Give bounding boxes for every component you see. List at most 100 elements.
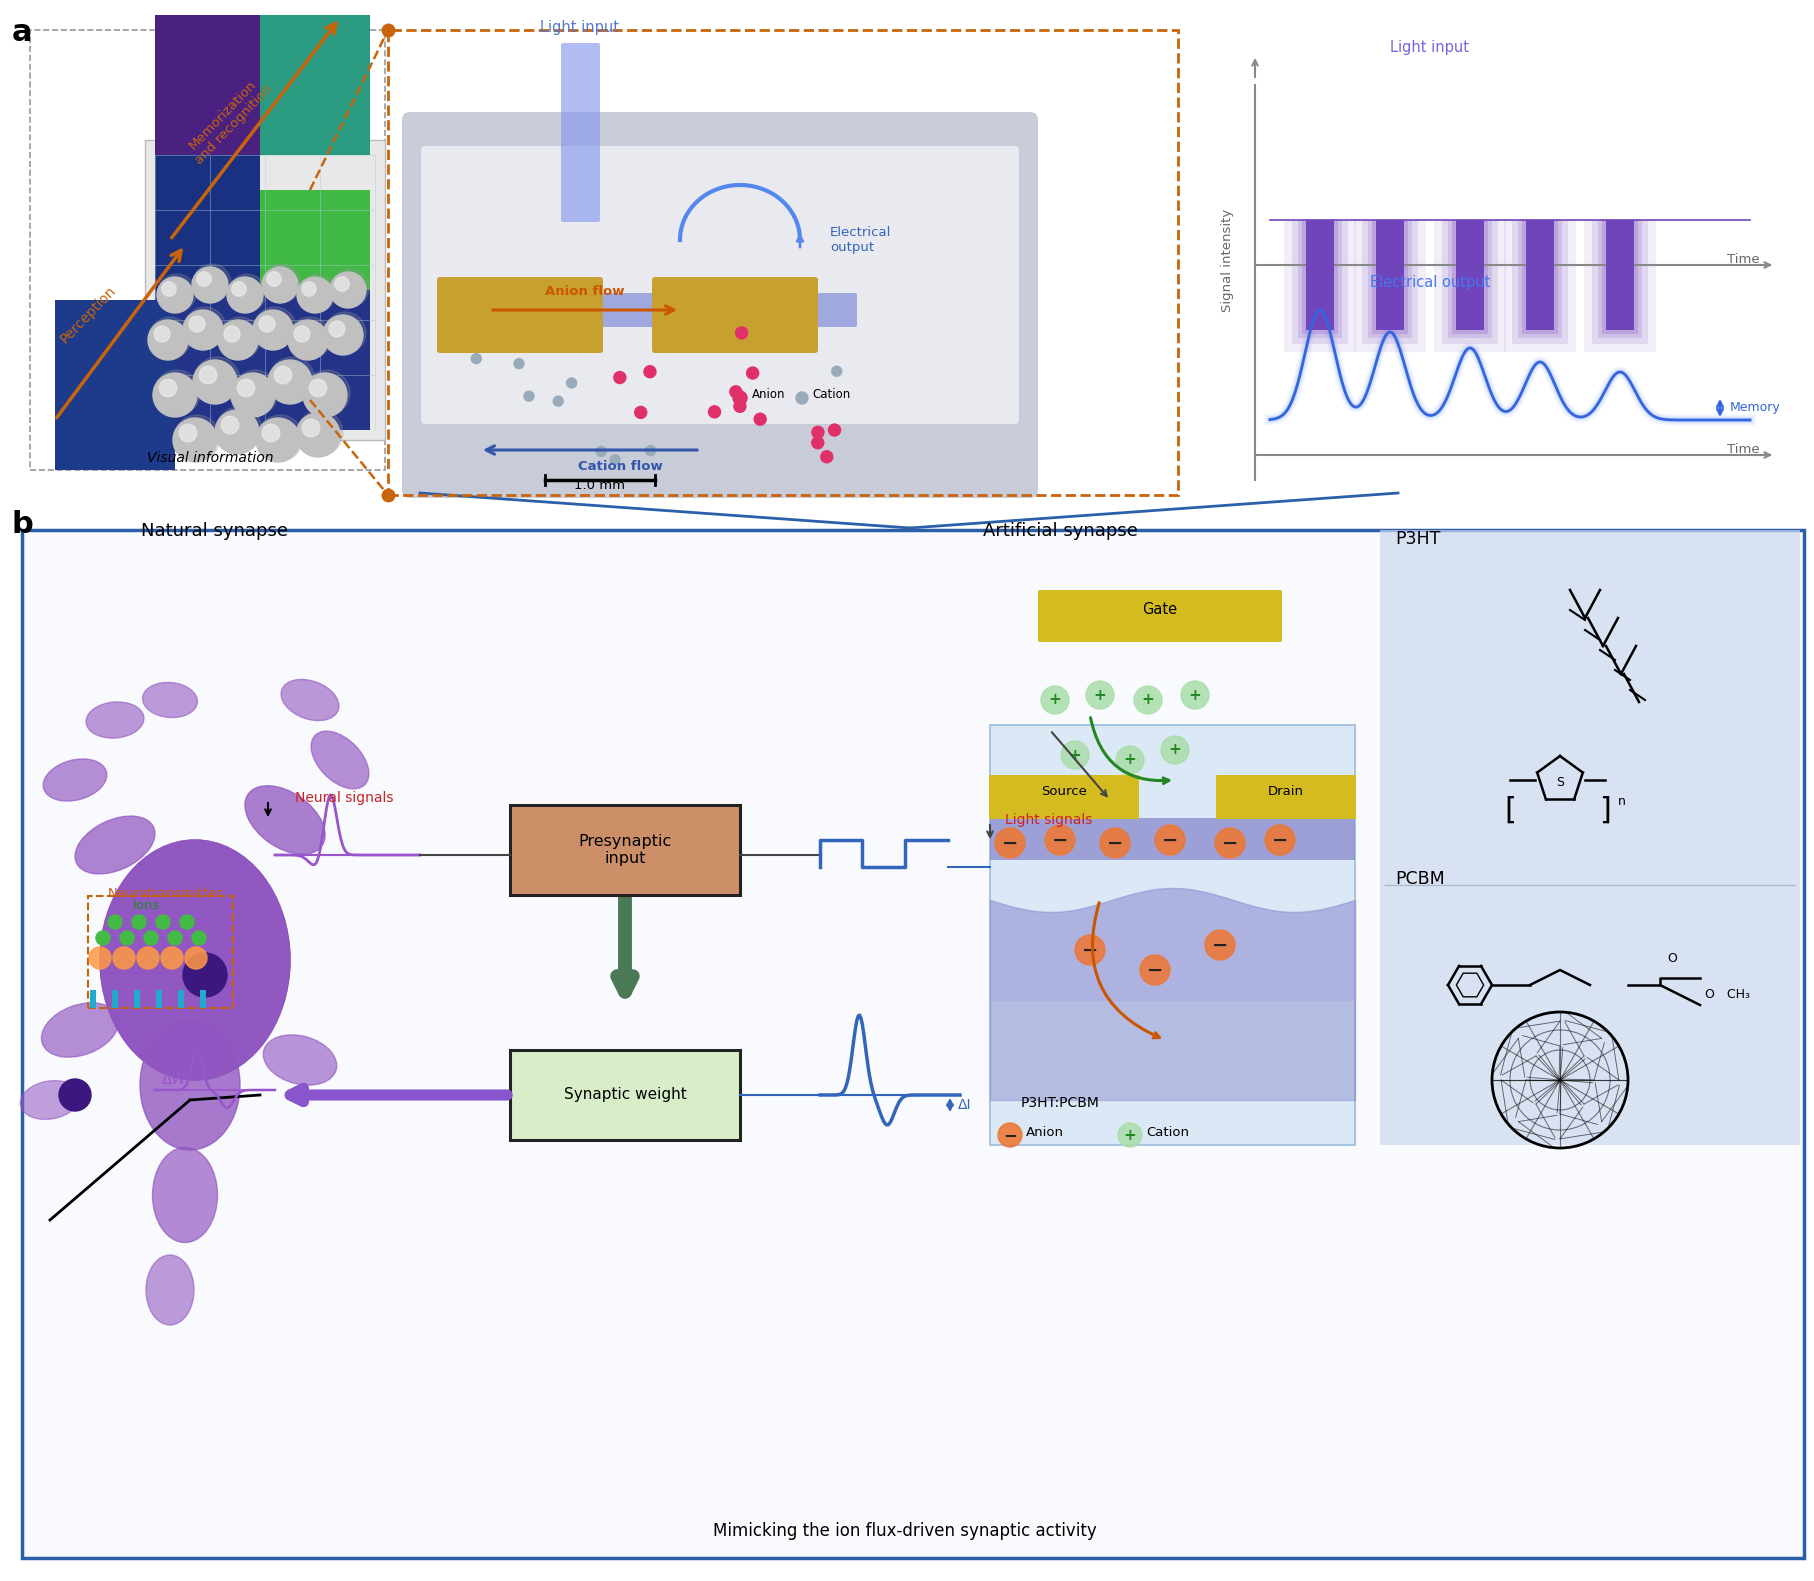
Circle shape xyxy=(1139,955,1170,985)
Text: Light input: Light input xyxy=(541,21,619,35)
Text: a: a xyxy=(13,17,33,47)
Bar xyxy=(1440,220,1497,345)
Ellipse shape xyxy=(192,267,229,304)
Ellipse shape xyxy=(218,319,258,360)
Text: Cation flow: Cation flow xyxy=(577,460,662,473)
Circle shape xyxy=(472,354,481,364)
Ellipse shape xyxy=(183,307,227,349)
Ellipse shape xyxy=(301,281,316,296)
Circle shape xyxy=(143,931,158,945)
Ellipse shape xyxy=(192,264,230,302)
Text: +: + xyxy=(1141,692,1154,708)
Ellipse shape xyxy=(232,370,278,416)
Ellipse shape xyxy=(261,424,279,441)
Ellipse shape xyxy=(194,357,239,403)
FancyBboxPatch shape xyxy=(454,292,856,327)
Text: Electrical output: Electrical output xyxy=(1370,275,1489,289)
Ellipse shape xyxy=(149,318,190,359)
Text: +: + xyxy=(1068,748,1081,762)
FancyBboxPatch shape xyxy=(437,277,602,353)
Circle shape xyxy=(829,424,840,436)
Bar xyxy=(989,726,1355,1145)
Circle shape xyxy=(1161,737,1188,764)
Text: Visual information: Visual information xyxy=(147,451,274,465)
Circle shape xyxy=(109,915,122,930)
Bar xyxy=(989,726,1355,1145)
Ellipse shape xyxy=(140,1020,239,1149)
FancyBboxPatch shape xyxy=(510,805,740,895)
Text: Cation: Cation xyxy=(811,389,849,402)
Ellipse shape xyxy=(268,357,316,403)
Ellipse shape xyxy=(158,277,192,313)
Text: Perception: Perception xyxy=(58,283,118,346)
Circle shape xyxy=(646,446,655,455)
Circle shape xyxy=(1181,681,1208,708)
Text: +: + xyxy=(1123,1127,1136,1143)
Ellipse shape xyxy=(294,326,310,341)
Bar xyxy=(112,990,118,1009)
Bar xyxy=(1433,220,1506,353)
Bar xyxy=(1602,220,1636,334)
Bar xyxy=(1448,220,1491,338)
Ellipse shape xyxy=(219,318,261,359)
Circle shape xyxy=(89,947,111,969)
Circle shape xyxy=(1041,686,1068,715)
Ellipse shape xyxy=(308,379,327,397)
Text: Synaptic weight: Synaptic weight xyxy=(564,1088,686,1102)
Bar xyxy=(1353,220,1426,353)
Circle shape xyxy=(735,327,747,338)
Bar xyxy=(388,30,1177,495)
Ellipse shape xyxy=(310,730,368,789)
Circle shape xyxy=(112,947,134,969)
Text: S: S xyxy=(1555,776,1564,789)
Text: Light signals: Light signals xyxy=(1005,813,1092,827)
Bar xyxy=(200,990,205,1009)
Ellipse shape xyxy=(328,321,345,337)
Bar xyxy=(1379,530,1799,1145)
Ellipse shape xyxy=(330,272,366,308)
Text: −: − xyxy=(1003,1126,1016,1145)
Ellipse shape xyxy=(252,310,292,349)
Circle shape xyxy=(635,406,646,419)
Circle shape xyxy=(156,915,171,930)
FancyBboxPatch shape xyxy=(421,145,1018,424)
Ellipse shape xyxy=(274,367,292,384)
Bar xyxy=(1360,220,1417,345)
Circle shape xyxy=(733,391,747,405)
Circle shape xyxy=(60,1078,91,1111)
Bar xyxy=(1584,220,1654,353)
Bar xyxy=(1375,220,1404,330)
Circle shape xyxy=(1061,741,1088,768)
Ellipse shape xyxy=(100,840,290,1080)
Text: −: − xyxy=(1107,833,1123,852)
Text: −: − xyxy=(1161,830,1177,849)
Ellipse shape xyxy=(245,786,325,854)
Circle shape xyxy=(566,378,577,387)
Circle shape xyxy=(820,451,833,463)
Ellipse shape xyxy=(263,264,301,302)
Circle shape xyxy=(811,427,824,438)
Bar xyxy=(989,817,1355,860)
Ellipse shape xyxy=(180,424,196,441)
Bar xyxy=(1517,220,1562,338)
Ellipse shape xyxy=(281,680,339,721)
Bar xyxy=(154,150,259,289)
Ellipse shape xyxy=(158,274,196,311)
Circle shape xyxy=(132,915,145,930)
Text: n: n xyxy=(1616,795,1625,808)
Text: Light input: Light input xyxy=(1390,40,1469,55)
Ellipse shape xyxy=(100,840,290,1080)
Circle shape xyxy=(513,359,524,368)
Text: −: − xyxy=(1001,833,1018,852)
Bar xyxy=(156,990,161,1009)
Ellipse shape xyxy=(227,277,263,313)
Ellipse shape xyxy=(200,367,216,384)
Ellipse shape xyxy=(172,417,218,462)
Bar xyxy=(259,14,370,155)
Text: Anion flow: Anion flow xyxy=(544,285,624,297)
Ellipse shape xyxy=(152,1148,218,1243)
Circle shape xyxy=(755,413,766,425)
Bar xyxy=(178,990,183,1009)
Circle shape xyxy=(729,386,742,398)
Ellipse shape xyxy=(44,759,107,802)
